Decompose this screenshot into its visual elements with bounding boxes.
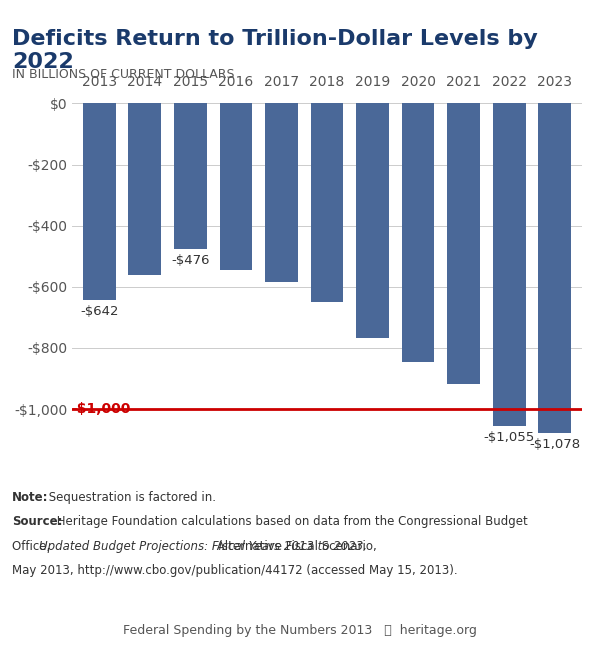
Text: -$476: -$476 <box>171 254 209 267</box>
Text: Sequestration is factored in.: Sequestration is factored in. <box>45 491 216 504</box>
Bar <box>538 103 571 433</box>
Text: -$1,055: -$1,055 <box>484 432 535 445</box>
Text: -$642: -$642 <box>80 306 119 318</box>
Text: Updated Budget Projections: Fiscal Years 2013 to 2023,: Updated Budget Projections: Fiscal Years… <box>39 540 367 553</box>
Bar <box>220 103 253 270</box>
Text: -$1,000: -$1,000 <box>71 402 130 416</box>
Text: Office,: Office, <box>12 540 54 553</box>
Bar <box>83 103 116 300</box>
Text: Note:: Note: <box>12 491 49 504</box>
Bar <box>265 103 298 281</box>
Text: May 2013, http://www.cbo.gov/publication/44172 (accessed May 15, 2013).: May 2013, http://www.cbo.gov/publication… <box>12 564 458 577</box>
Bar <box>128 103 161 274</box>
Bar <box>447 103 480 384</box>
Bar <box>401 103 434 362</box>
Bar <box>356 103 389 338</box>
Bar <box>174 103 207 249</box>
Bar <box>493 103 526 426</box>
Text: Heritage Foundation calculations based on data from the Congressional Budget: Heritage Foundation calculations based o… <box>53 515 527 528</box>
Text: IN BILLIONS OF CURRENT DOLLARS: IN BILLIONS OF CURRENT DOLLARS <box>12 68 235 81</box>
Text: Federal Spending by the Numbers 2013   🏛  heritage.org: Federal Spending by the Numbers 2013 🏛 h… <box>123 624 477 637</box>
Text: -$1,078: -$1,078 <box>529 439 580 452</box>
Text: Alternative Fiscal Scenario,: Alternative Fiscal Scenario, <box>213 540 377 553</box>
Text: Source:: Source: <box>12 515 62 528</box>
Bar <box>311 103 343 302</box>
Text: Deficits Return to Trillion-Dollar Levels by 2022: Deficits Return to Trillion-Dollar Level… <box>12 29 538 72</box>
